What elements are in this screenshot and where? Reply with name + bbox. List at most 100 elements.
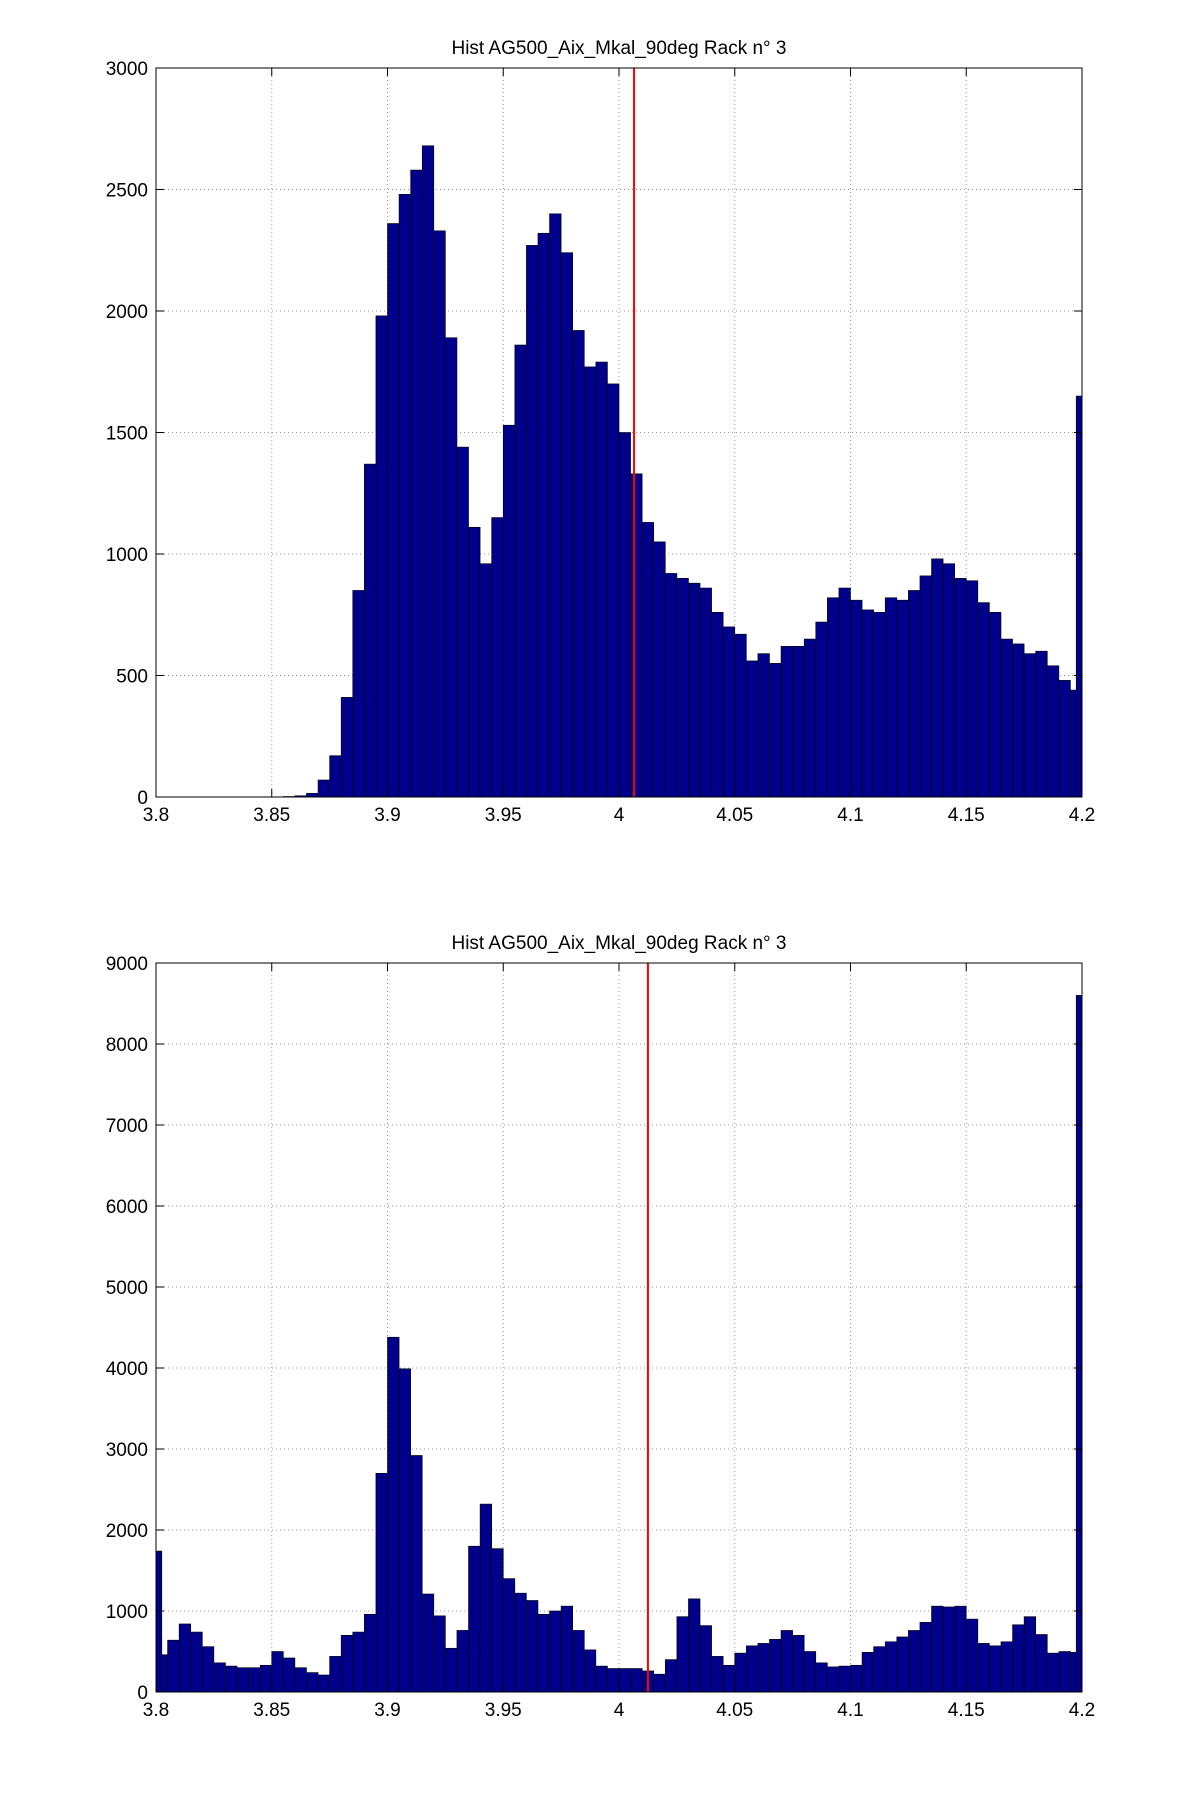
histogram-bar	[977, 602, 990, 798]
histogram-bar	[329, 755, 342, 798]
histogram-bar	[456, 1630, 469, 1693]
y-tick-label: 1000	[106, 545, 148, 566]
y-tick-label: 2000	[106, 302, 148, 323]
histogram-chart-top: Hist AG500_Aix_Mkal_90deg Rack n° 3 3.8 3…	[106, 38, 1095, 826]
histogram-bar	[769, 1639, 782, 1693]
histogram-bar	[225, 1665, 238, 1693]
histogram-bar	[803, 638, 817, 798]
histogram-bar	[664, 573, 678, 798]
histogram-bar	[965, 1618, 979, 1693]
histogram-bar	[769, 663, 782, 798]
x-tick-label: 4.2	[1069, 1700, 1095, 1721]
histogram-bar	[850, 599, 863, 798]
histogram-bar	[340, 697, 354, 798]
y-tick-label: 3000	[106, 1440, 148, 1461]
histogram-bar	[746, 1645, 759, 1693]
y-tick-label: 2000	[106, 1521, 148, 1542]
histogram-bar	[479, 563, 492, 798]
histogram-bar	[850, 1664, 863, 1693]
histogram-edge-bar	[1075, 995, 1083, 1693]
histogram-bar	[202, 1646, 215, 1693]
y-tick-label: 2500	[106, 181, 148, 202]
histogram-bar	[236, 1667, 249, 1693]
histogram-bar	[873, 1646, 886, 1693]
x-tick-label: 3.95	[485, 1700, 522, 1721]
histogram-bar	[410, 1455, 423, 1693]
histogram-bar	[989, 1645, 1002, 1693]
histogram-bar	[757, 1643, 770, 1693]
histogram-bar	[583, 1649, 597, 1693]
histogram-bar	[746, 660, 759, 798]
histogram-bar	[931, 1605, 944, 1693]
histogram-bar	[387, 1336, 400, 1693]
histogram-bar	[410, 169, 423, 798]
x-tick-label: 3.85	[253, 805, 290, 826]
histogram-bar	[595, 361, 608, 798]
histogram-bar	[479, 1503, 492, 1693]
histogram-bar	[560, 252, 573, 798]
x-tick-label: 3.85	[253, 1700, 290, 1721]
x-tick-label: 4	[614, 805, 625, 826]
histogram-bar	[641, 522, 655, 798]
x-tick-label: 4	[614, 1700, 625, 1721]
histogram-bar	[549, 1610, 562, 1693]
histogram-bar	[792, 646, 805, 798]
x-tick-label: 4.15	[948, 805, 985, 826]
histogram-bar	[630, 1668, 643, 1693]
histogram-bar	[514, 344, 527, 798]
histogram-bar	[734, 1652, 747, 1693]
histogram-bar	[722, 626, 736, 798]
chart-title: Hist AG500_Aix_Mkal_90deg Rack n° 3	[451, 38, 786, 59]
histogram-bar	[421, 145, 435, 798]
histogram-bar	[827, 597, 840, 798]
histogram-bar	[190, 1631, 203, 1693]
histogram-bar	[919, 575, 932, 798]
x-tick-label: 4.1	[837, 1700, 863, 1721]
x-tick-label: 3.8	[143, 1700, 169, 1721]
histogram-bar	[526, 245, 539, 798]
histogram-bar	[468, 526, 481, 798]
x-tick-label: 3.9	[374, 805, 400, 826]
histogram-bar	[815, 621, 828, 798]
y-tick-label: 1000	[106, 1602, 148, 1623]
histogram-bar	[780, 646, 793, 798]
histogram-bar	[884, 1641, 898, 1693]
histogram-bar	[549, 213, 562, 798]
histogram-bar	[618, 1668, 631, 1693]
x-tick-label: 3.95	[485, 805, 522, 826]
histogram-bar	[838, 587, 851, 798]
histogram-bar	[942, 563, 955, 798]
histogram-bar	[630, 473, 643, 798]
histogram-bar	[294, 1667, 307, 1693]
histogram-bar	[514, 1592, 527, 1693]
x-tick-label: 4.1	[837, 805, 863, 826]
x-tick-label: 3.8	[143, 805, 169, 826]
histogram-bar	[688, 1598, 701, 1693]
histogram-bar	[607, 1668, 620, 1693]
histogram-bar	[780, 1630, 793, 1693]
histogram-bar	[757, 653, 770, 798]
histogram-bar	[398, 194, 411, 798]
histogram-bar	[1046, 1652, 1060, 1693]
histogram-bar	[502, 424, 516, 798]
histogram-bar	[1012, 1624, 1025, 1693]
histogram-bar	[178, 1623, 192, 1693]
x-tick-label: 4.2	[1069, 805, 1095, 826]
histogram-bar	[352, 590, 365, 798]
histogram-bar	[283, 1657, 296, 1693]
histogram-bar	[884, 597, 898, 798]
histogram-chart-bottom: Hist AG500_Aix_Mkal_90deg Rack n° 3 3.8 3…	[106, 933, 1095, 1721]
x-tick-label: 4.05	[716, 1700, 753, 1721]
histogram-bar	[340, 1635, 354, 1693]
histogram-bar	[468, 1545, 481, 1693]
histogram-bar	[259, 1664, 273, 1693]
histogram-bar	[722, 1664, 736, 1693]
histogram-bar	[908, 590, 921, 798]
y-tick-label: 4000	[106, 1359, 148, 1380]
histogram-bar	[676, 1616, 689, 1693]
histogram-bar	[954, 577, 967, 798]
histogram-bar	[271, 1651, 284, 1693]
histogram-bar	[861, 609, 874, 798]
histogram-bar	[896, 599, 909, 798]
histogram-edge-bar	[1075, 395, 1083, 798]
